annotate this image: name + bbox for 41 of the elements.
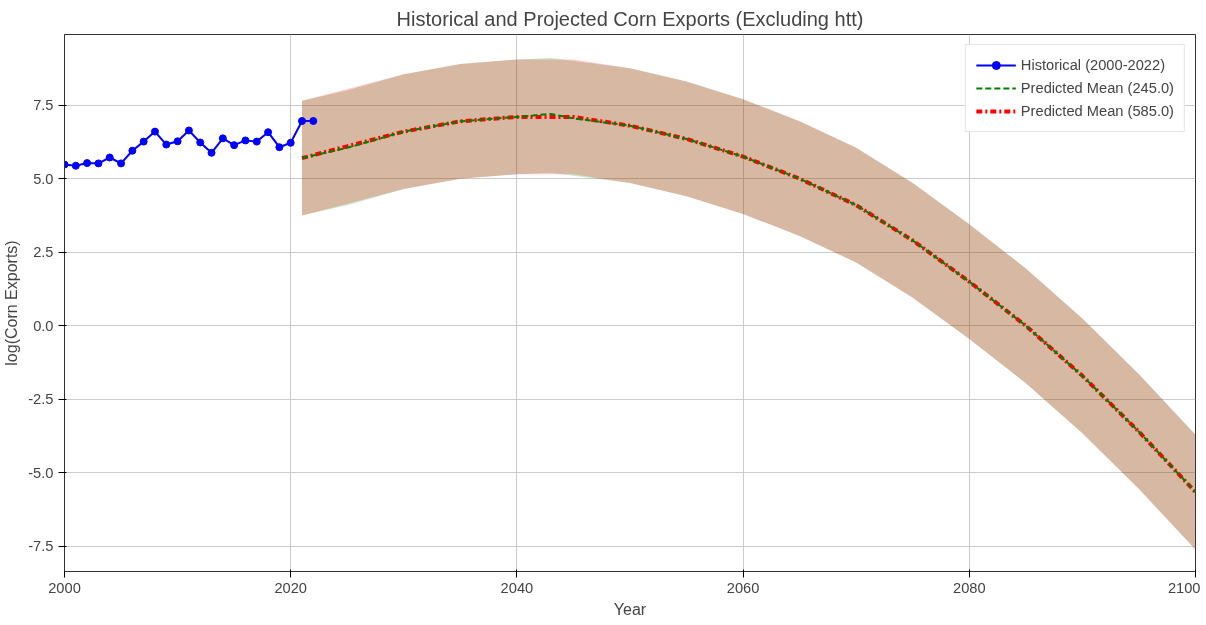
- y-tick-label: 2.5: [33, 244, 54, 261]
- point: [162, 140, 171, 149]
- point: [128, 146, 137, 155]
- point: [207, 148, 216, 157]
- point: [105, 153, 114, 162]
- point: [252, 137, 261, 146]
- point: [150, 127, 159, 136]
- x-tick-label: 2000: [48, 579, 81, 596]
- x-tick-label: 2100: [1167, 579, 1201, 596]
- legend-label: Predicted Mean (245.0): [1020, 80, 1174, 96]
- x-axis-title: Year: [613, 600, 647, 618]
- y-tick-label: -5.0: [28, 464, 54, 481]
- point: [286, 138, 295, 147]
- legend-label: Historical (2000-2022): [1020, 57, 1166, 73]
- x-tick-label: 2040: [500, 579, 534, 596]
- point: [241, 136, 250, 145]
- point: [83, 159, 92, 168]
- y-axis-title: log(Corn Exports): [3, 240, 21, 366]
- point: [218, 134, 227, 143]
- point: [309, 117, 318, 125]
- x-tick-label: 2060: [726, 579, 760, 596]
- y-tick-label: 0.0: [33, 317, 54, 334]
- point: [230, 141, 239, 150]
- point: [264, 128, 273, 137]
- point: [298, 117, 307, 125]
- y-tick-label: -2.5: [28, 391, 54, 408]
- point: [71, 161, 80, 170]
- point: [196, 138, 205, 147]
- y-tick-label: -7.5: [28, 538, 54, 555]
- y-tick-label: 5.0: [33, 170, 54, 187]
- point: [184, 126, 193, 135]
- x-tick-label: 2020: [274, 579, 308, 596]
- legend-label: Predicted Mean (585.0): [1020, 103, 1174, 119]
- x-tick-label: 2080: [953, 579, 986, 596]
- y-tick-label: 7.5: [33, 97, 54, 114]
- point: [117, 159, 126, 168]
- chart-title: Historical and Projected Corn Exports (Excluding htt): [396, 7, 864, 30]
- point: [94, 159, 103, 168]
- point: [275, 143, 284, 152]
- point: [139, 137, 148, 146]
- point: [173, 137, 182, 146]
